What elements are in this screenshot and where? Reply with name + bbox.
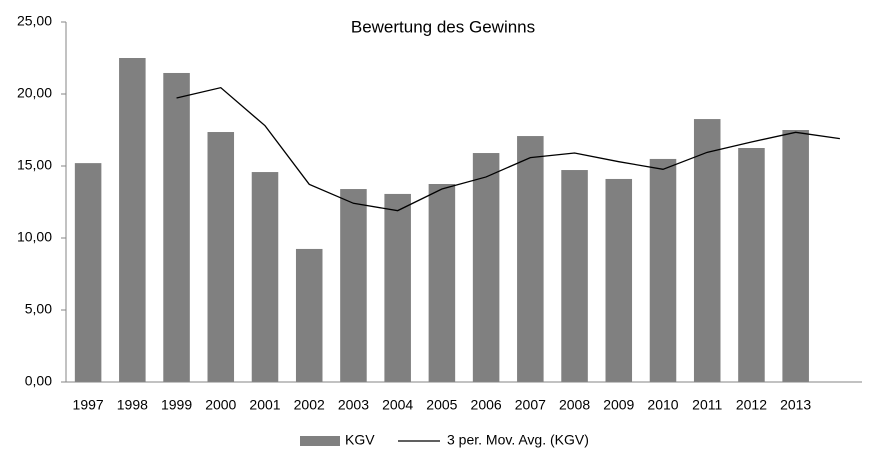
x-tick-label: 1999 xyxy=(161,397,192,413)
bar xyxy=(649,158,677,382)
bar xyxy=(207,132,235,382)
x-tick-label: 2005 xyxy=(426,397,457,413)
x-tick-label: 2003 xyxy=(338,397,369,413)
line xyxy=(176,86,840,212)
y-tick-label: 10,00 xyxy=(17,229,52,245)
x-tick-label: 2006 xyxy=(471,397,502,413)
x-tick-label: 2007 xyxy=(515,397,546,413)
bar xyxy=(472,153,500,382)
bar xyxy=(561,170,588,382)
bar xyxy=(163,72,190,382)
bar xyxy=(119,58,146,382)
bar xyxy=(693,119,721,382)
bar xyxy=(517,136,544,382)
x-tick-label: 1997 xyxy=(73,397,104,413)
bar xyxy=(782,130,809,382)
x-tick-label: 2012 xyxy=(736,397,767,413)
bar xyxy=(428,184,456,382)
y-tick-label: 5,00 xyxy=(25,301,52,317)
legend-swatch xyxy=(300,436,340,446)
bar xyxy=(74,163,102,382)
x-tick-label: 2000 xyxy=(205,397,236,413)
bar xyxy=(738,148,765,382)
legend-label: KGV xyxy=(345,432,375,448)
x-tick-label: 2001 xyxy=(249,397,280,413)
x-tick-label: 2002 xyxy=(294,397,325,413)
bar xyxy=(605,178,633,382)
x-tick-label: 2011 xyxy=(692,397,722,413)
y-tick-label: 15,00 xyxy=(17,157,52,173)
x-tick-label: 2010 xyxy=(647,397,678,413)
x-tick-label: 1998 xyxy=(117,397,148,413)
x-tick-label: 2008 xyxy=(559,397,590,413)
y-tick-label: 0,00 xyxy=(25,373,52,389)
bar xyxy=(340,189,367,382)
y-tick-label: 25,00 xyxy=(17,13,52,29)
legend-label: 3 per. Mov. Avg. (KGV) xyxy=(447,432,589,448)
bar xyxy=(251,172,279,382)
x-tick-label: 2004 xyxy=(382,397,413,413)
y-tick-label: 20,00 xyxy=(17,85,52,101)
x-tick-label: 2013 xyxy=(780,397,811,413)
bar xyxy=(295,248,323,382)
chart-title: Bewertung des Gewinns xyxy=(351,17,535,36)
x-tick-label: 2009 xyxy=(603,397,634,413)
bar xyxy=(384,193,411,382)
